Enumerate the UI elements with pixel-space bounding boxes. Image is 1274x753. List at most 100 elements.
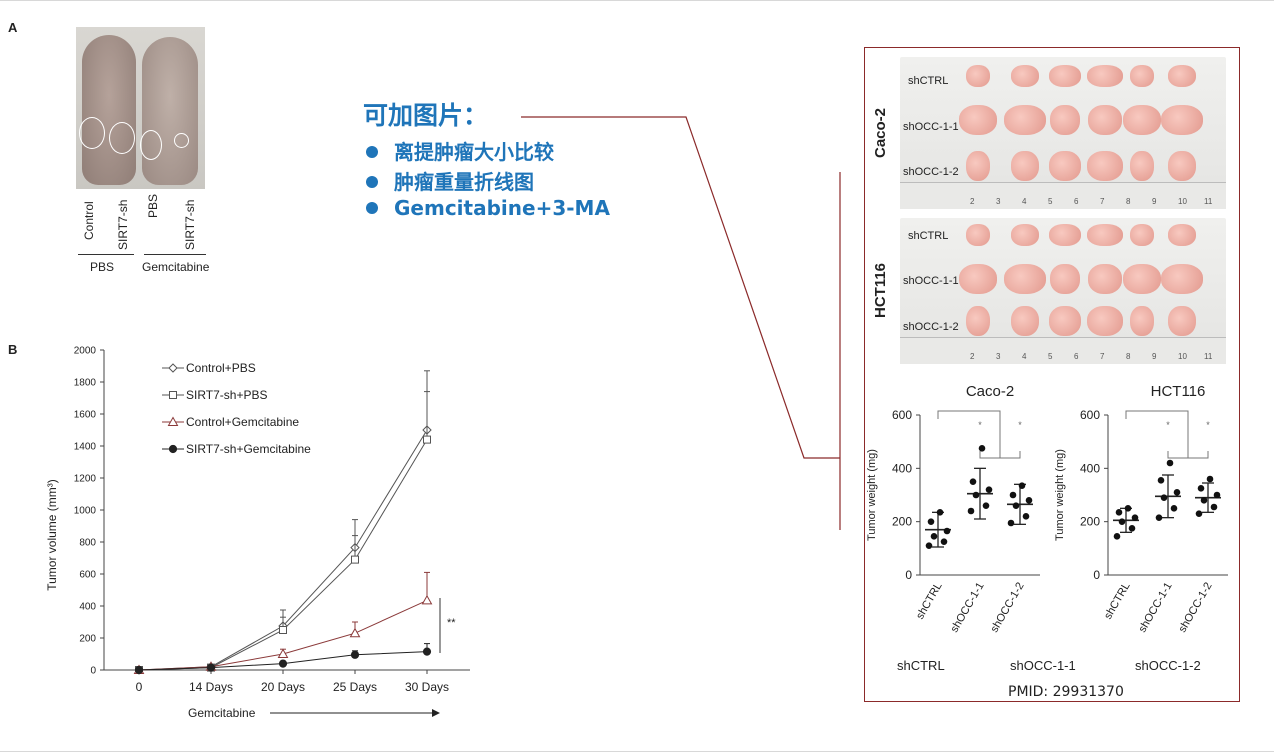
data-point: [1200, 497, 1208, 504]
pmid-label: PMID: 29931370: [1008, 684, 1124, 700]
tumor-sample: [1123, 105, 1161, 135]
bullet-icon: [366, 201, 378, 214]
tumor-sample: [959, 264, 997, 294]
data-point: [1195, 510, 1203, 517]
data-point: [930, 533, 938, 540]
ruler-number: 2: [970, 352, 975, 361]
significance-bracket: [937, 410, 1001, 425]
data-point: [1009, 491, 1017, 499]
legend-marker: [168, 363, 178, 373]
tumor-sample: [966, 65, 990, 87]
ruler-number: 7: [1100, 352, 1105, 361]
tumor-sample: [1088, 105, 1122, 135]
x-tick-label: 14 Days: [189, 680, 233, 694]
y-tick-label: 400: [892, 461, 912, 475]
y-tick-label: 0: [90, 666, 96, 677]
series-4: [134, 643, 432, 675]
tumor-sample: [966, 224, 990, 246]
y-tick-label: 2000: [74, 346, 97, 357]
notes-title: 可加图片：: [363, 101, 489, 130]
panel-a-letter: A: [8, 20, 18, 35]
row-label: shOCC-1-2: [903, 321, 959, 333]
tumor-sample: [1011, 65, 1039, 87]
tumor-sample: [1049, 151, 1081, 181]
ruler-number: 9: [1152, 197, 1157, 206]
tumor-circle: [109, 122, 135, 154]
y-tick-label: 600: [892, 408, 912, 422]
row-label: shOCC-1-1: [903, 275, 959, 287]
chart-title: Caco-2: [966, 383, 1014, 400]
data-point: [1012, 502, 1020, 509]
data-point: [277, 648, 289, 658]
data-point: [350, 650, 360, 659]
ruler-number: 8: [1126, 197, 1131, 206]
data-point: [423, 435, 431, 444]
chart-title: HCT116: [1151, 383, 1206, 400]
tumor-sample: [1130, 65, 1154, 87]
ruler-number: 4: [1022, 197, 1027, 206]
ruler: 2 3 4 5 6 7 8 9 10 11: [900, 337, 1226, 364]
ruler-number: 6: [1074, 197, 1079, 206]
row-label: shOCC-1-2: [903, 166, 959, 178]
data-point: [1025, 497, 1033, 504]
group-label-pbs: PBS: [90, 260, 115, 274]
x-tick-label: 20 Days: [261, 680, 305, 694]
significance-star: *: [1018, 420, 1022, 430]
data-point: [936, 509, 944, 516]
y-tick-label: 400: [1080, 461, 1100, 475]
x-tick-label: 0: [136, 680, 143, 694]
tumor-sample: [966, 306, 990, 336]
y-axis-label: Tumor weight (mg): [866, 449, 878, 541]
data-point: [1022, 513, 1030, 520]
ruler-number: 8: [1126, 352, 1131, 361]
chart-series: [133, 370, 433, 675]
data-point: [1160, 494, 1168, 501]
significance-bracket: [1125, 410, 1189, 425]
data-point: [927, 518, 935, 525]
data-point: [972, 491, 980, 499]
tumor-sample: [1049, 306, 1081, 336]
y-tick-label: 1400: [74, 442, 97, 453]
y-axis-label: Tumor weight (mg): [1054, 449, 1066, 541]
data-point: [1173, 489, 1181, 496]
y-tick-label: 200: [79, 634, 96, 645]
tumor-sample: [1087, 306, 1123, 336]
x-axis-caption: Gemcitabine: [188, 706, 256, 720]
tumor-sample: [1123, 264, 1161, 294]
tumor-sample: [1161, 105, 1203, 135]
legend-marker: [169, 391, 177, 399]
legend-label: SIRT7-sh+PBS: [186, 388, 267, 402]
note-item: Gemcitabine+3-MA: [366, 196, 610, 220]
legend-label: SIRT7-sh+Gemcitabine: [186, 442, 311, 456]
row-label: shOCC-1-1: [903, 121, 959, 133]
y-tick-label: 400: [79, 602, 96, 613]
ruler-number: 3: [996, 197, 1001, 206]
y-tick-label: 600: [1080, 408, 1100, 422]
ruler-number: 9: [1152, 352, 1157, 361]
group-label-gemcitabine: Gemcitabine: [142, 260, 210, 274]
data-point: [1124, 505, 1132, 512]
bottom-label: shOCC-1-2: [1135, 658, 1201, 673]
cell-line-label-hct116: HCT116: [872, 262, 889, 318]
tumor-sample: [1049, 65, 1081, 87]
tumor-sample: [1087, 65, 1123, 87]
tumor-sample: [1168, 65, 1196, 87]
panel-b-letter: B: [8, 342, 18, 357]
tumor-circle: [140, 130, 162, 160]
tumor-sample: [1088, 264, 1122, 294]
cell-line-label-caco2: Caco-2: [872, 107, 889, 158]
tumor-sample: [1130, 306, 1154, 336]
ruler-number: 2: [970, 197, 975, 206]
data-point: [1166, 459, 1174, 467]
legend-label: Control+PBS: [186, 361, 256, 375]
tumor-photo-caco2: shCTRL shOCC-1-1 shOCC-1-2 2 3 4 5 6 7 8 9 10 11: [900, 57, 1226, 209]
row-label: shCTRL: [908, 230, 949, 242]
significance-label: **: [447, 617, 456, 629]
x-tick-label: shCTRL: [914, 581, 945, 622]
data-point: [982, 502, 990, 509]
legend-label: Control+Gemcitabine: [186, 415, 299, 429]
tumor-sample: [1087, 224, 1123, 246]
tumor-sample: [1168, 151, 1196, 181]
y-tick-label: 0: [905, 568, 912, 582]
